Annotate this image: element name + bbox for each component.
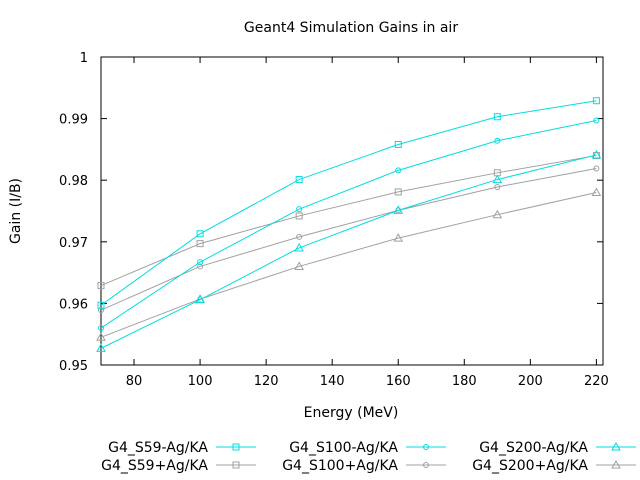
data-point xyxy=(494,137,501,144)
legend-item: G4_S200+Ag/KA xyxy=(472,458,636,474)
data-point xyxy=(492,174,503,184)
legend-marker xyxy=(232,461,240,469)
data-point xyxy=(593,117,600,124)
series-g4-s59-ag-ka xyxy=(97,97,600,309)
data-point xyxy=(195,294,205,304)
chart-title: Geant4 Simulation Gains in air xyxy=(244,20,458,36)
data-point xyxy=(97,282,105,290)
data-point xyxy=(493,113,501,121)
series-line xyxy=(100,155,597,286)
legend-label: G4_S100-Ag/KA xyxy=(289,440,398,456)
x-tick-label: 120 xyxy=(254,374,279,389)
plot-frame xyxy=(100,56,604,366)
legend-marker xyxy=(232,443,240,451)
x-axis-label: Energy (MeV) xyxy=(304,405,399,421)
data-point xyxy=(196,230,204,238)
data-point xyxy=(394,140,402,148)
legend-marker xyxy=(423,462,429,468)
series-g4-s100-ag-ka xyxy=(98,165,600,314)
data-point xyxy=(593,165,600,172)
legend-marker xyxy=(423,444,429,450)
series-g4-s200-ag-ka xyxy=(96,149,602,352)
series-line xyxy=(100,192,597,338)
legend-item: G4_S59-Ag/KA xyxy=(108,440,256,456)
data-point xyxy=(591,187,602,197)
data-point xyxy=(96,343,106,352)
y-tick-label: 0.98 xyxy=(59,174,88,189)
data-point xyxy=(97,301,105,309)
data-point xyxy=(393,205,404,214)
axis-ticks: 80 100 120 140 160 180 200 220 0.95 0.96 0.97 0.98 0… xyxy=(59,51,609,389)
series-g4-s200-ag-ka xyxy=(96,187,602,341)
y-tick-label: 0.95 xyxy=(59,359,88,374)
x-tick-label: 100 xyxy=(188,374,213,389)
legend-item: G4_S100+Ag/KA xyxy=(282,458,446,474)
data-point xyxy=(98,307,104,314)
data-point xyxy=(494,183,501,190)
data-point xyxy=(492,209,503,219)
data-point xyxy=(592,97,600,105)
y-tick-label: 1 xyxy=(80,51,88,66)
x-tick-label: 160 xyxy=(386,374,411,389)
x-tick-label: 200 xyxy=(518,374,543,389)
data-point xyxy=(96,332,106,341)
legend-label: G4_S200-Ag/KA xyxy=(479,440,588,456)
data-point xyxy=(196,240,204,248)
data-point xyxy=(294,261,305,270)
data-point xyxy=(295,212,303,220)
legend-marker xyxy=(611,459,621,469)
series-line xyxy=(100,100,597,306)
legend-item: G4_S59+Ag/KA xyxy=(101,458,256,474)
data-point xyxy=(395,167,402,174)
series-g4-s59-ag-ka xyxy=(97,152,600,290)
y-tick-label: 0.99 xyxy=(59,113,88,128)
legend-label: G4_S59-Ag/KA xyxy=(108,440,208,456)
legend: G4_S59-Ag/KA G4_S100-Ag/KA G4_S200-Ag/KA G4… xyxy=(101,440,636,474)
data-point xyxy=(394,188,402,196)
legend-item: G4_S200-Ag/KA xyxy=(479,440,636,456)
x-tick-label: 80 xyxy=(126,374,143,389)
data-point xyxy=(197,263,204,270)
legend-item: G4_S100-Ag/KA xyxy=(289,440,446,456)
x-tick-label: 220 xyxy=(584,374,609,389)
data-point xyxy=(296,233,303,240)
legend-label: G4_S59+Ag/KA xyxy=(101,458,208,474)
series-layer xyxy=(96,97,602,352)
y-tick-label: 0.97 xyxy=(59,236,88,251)
x-tick-label: 180 xyxy=(452,374,477,389)
y-tick-label: 0.96 xyxy=(59,297,88,312)
series-line xyxy=(100,154,597,349)
data-point xyxy=(591,149,602,159)
series-g4-s100-ag-ka xyxy=(98,117,600,332)
legend-label: G4_S100+Ag/KA xyxy=(282,458,398,474)
y-axis-label: Gain (I/B) xyxy=(8,178,24,244)
legend-marker xyxy=(611,441,621,451)
data-point xyxy=(294,242,305,252)
series-line xyxy=(100,168,597,311)
x-tick-label: 140 xyxy=(320,374,345,389)
data-point xyxy=(296,206,303,213)
series-line xyxy=(100,119,597,329)
legend-label: G4_S200+Ag/KA xyxy=(472,458,588,474)
data-point xyxy=(295,176,303,184)
data-point xyxy=(98,325,104,332)
data-point xyxy=(393,233,404,242)
data-point xyxy=(197,259,204,266)
